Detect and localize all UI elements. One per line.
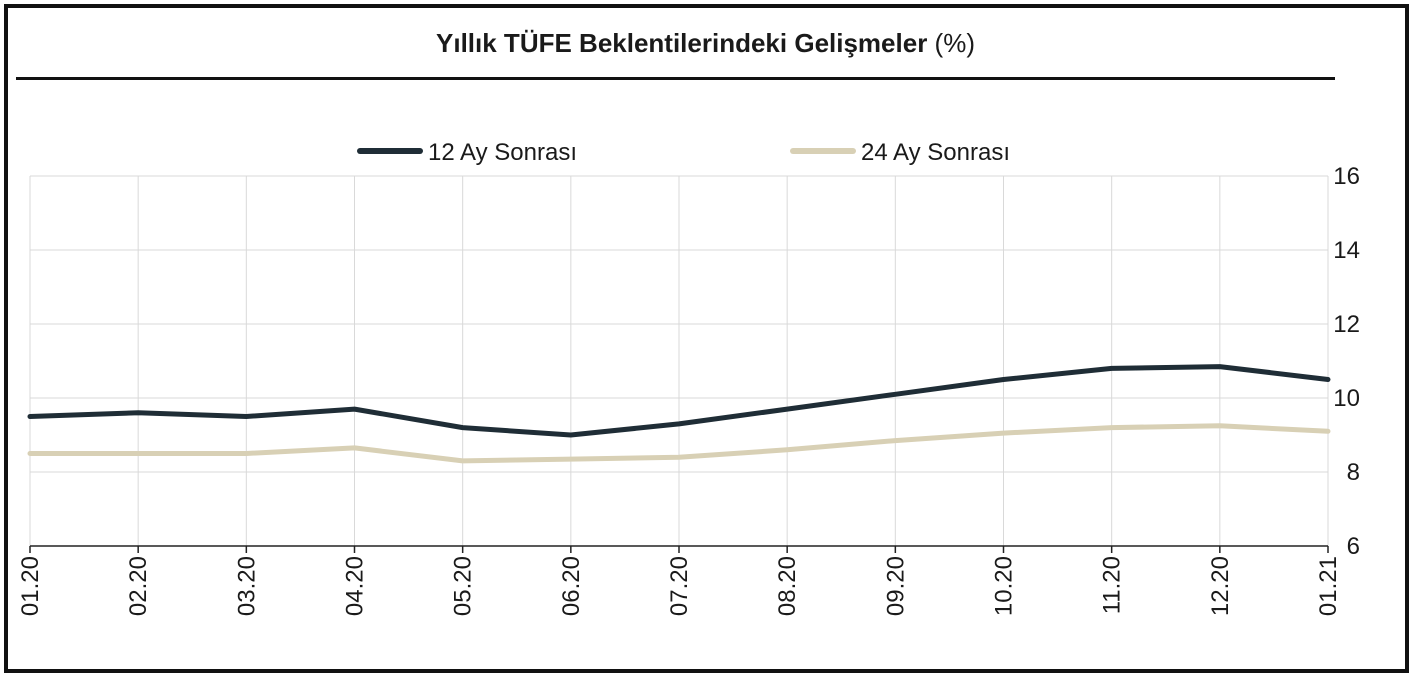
y-tick-label: 16	[1333, 163, 1360, 190]
series-line-24-ay	[27, 423, 1331, 464]
x-tick-label: 11.20	[1099, 556, 1126, 614]
legend-label-12-ay: 12 Ay Sonrası	[428, 139, 577, 166]
chart-title: Yıllık TÜFE Beklentilerindeki Gelişmeler…	[0, 28, 1411, 59]
x-tick-label: 01.21	[1315, 556, 1342, 616]
y-tick-label: 8	[1347, 459, 1360, 486]
x-tick-label: 01.20	[17, 556, 44, 616]
chart-title-main: Yıllık TÜFE Beklentilerindeki Gelişmeler	[436, 28, 928, 58]
x-tick-label: 02.20	[125, 556, 152, 616]
x-tick-label: 09.20	[882, 556, 909, 616]
x-tick-label: 06.20	[558, 556, 585, 616]
x-tick-label: 03.20	[233, 556, 260, 616]
title-rule	[16, 77, 1335, 80]
x-tick-label: 04.20	[342, 556, 369, 616]
x-tick-label: 07.20	[666, 556, 693, 616]
chart-frame	[4, 4, 1409, 673]
x-tick-label: 08.20	[774, 556, 801, 616]
y-tick-label: 12	[1333, 311, 1360, 338]
chart-title-unit: (%)	[934, 28, 975, 58]
y-tick-label: 6	[1347, 533, 1360, 560]
series-line-12-ay	[27, 364, 1331, 438]
x-tick-label: 10.20	[991, 556, 1018, 616]
x-tick-label: 05.20	[450, 556, 477, 616]
y-tick-label: 14	[1333, 237, 1360, 264]
y-tick-label: 10	[1333, 385, 1360, 412]
legend-label-24-ay: 24 Ay Sonrası	[861, 139, 1010, 166]
x-tick-label: 12.20	[1207, 556, 1234, 616]
